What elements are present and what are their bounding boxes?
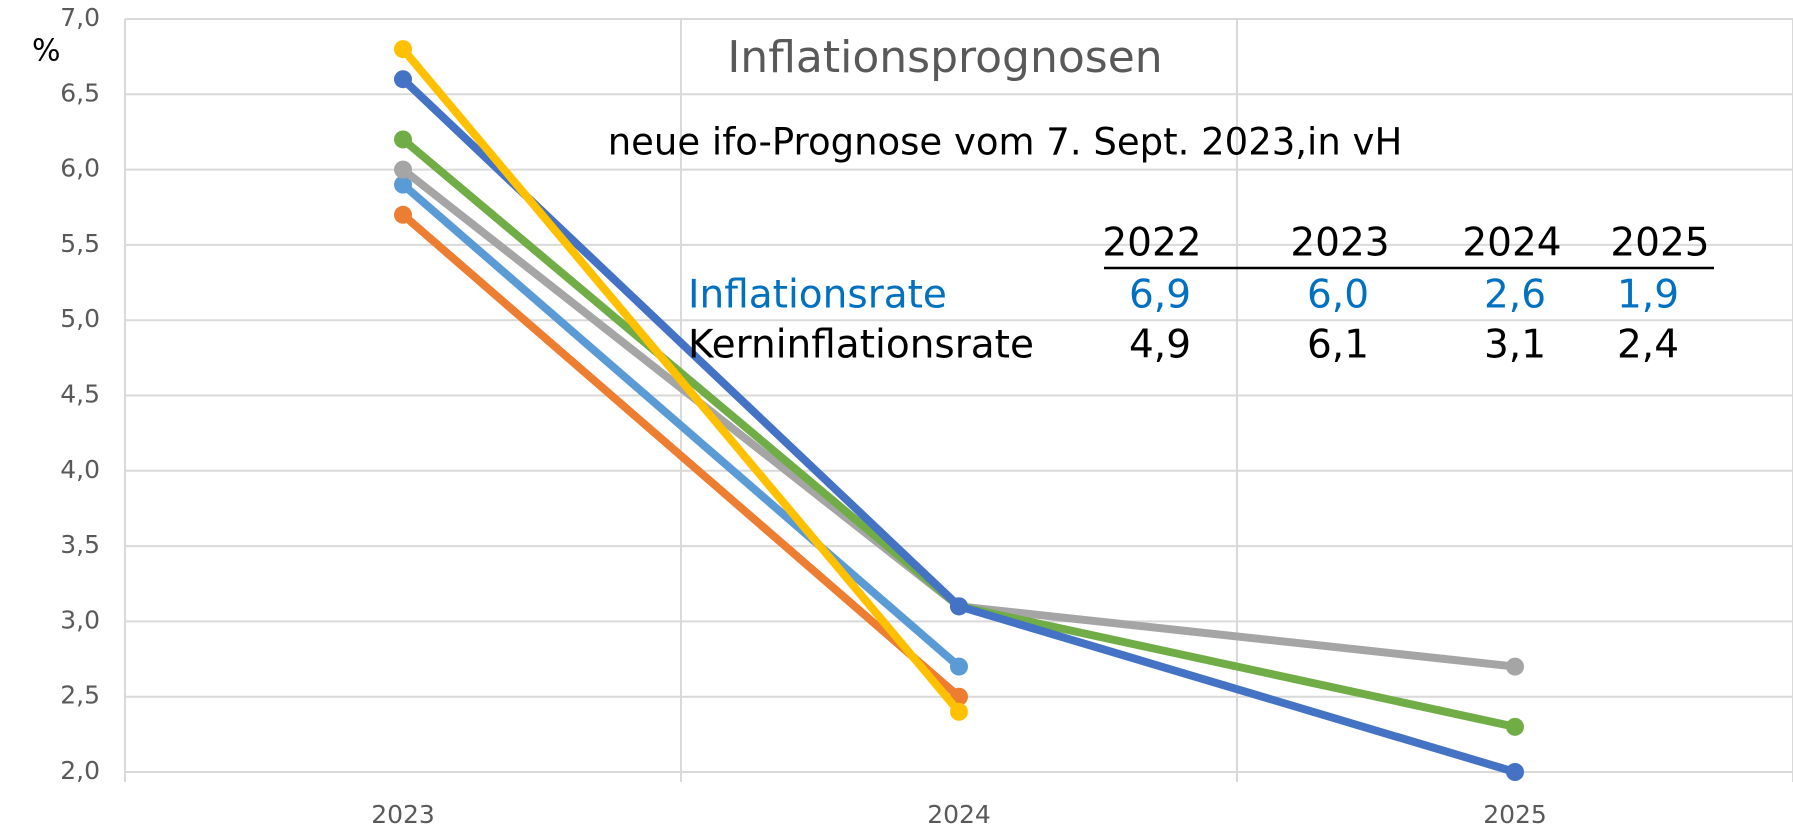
table-cell: 6,9 (1129, 273, 1191, 318)
table-cell: 6,1 (1307, 323, 1369, 368)
data-point (1506, 763, 1524, 781)
y-tick-label: 6,0 (60, 154, 100, 183)
chart-subtitle: neue ifo-Prognose vom 7. Sept. 2023,in v… (608, 121, 1403, 164)
row-label: Kerninflationsrate (688, 323, 1034, 368)
table-header: 2023 (1290, 221, 1389, 266)
x-tick-label: 2024 (927, 800, 991, 829)
y-tick-label: 6,5 (60, 78, 100, 107)
series-line (400, 181, 962, 670)
table-header: 2024 (1462, 221, 1561, 266)
data-point (394, 160, 412, 179)
table-cell: 2,4 (1617, 323, 1679, 368)
data-point (950, 657, 968, 676)
table-cell: 1,9 (1617, 273, 1679, 318)
y-tick-label: 7,0 (60, 3, 100, 32)
series-line (399, 46, 963, 715)
y-tick-label: 5,0 (60, 304, 100, 333)
data-point (1506, 657, 1524, 676)
data-point (1506, 717, 1524, 736)
data-point (950, 597, 968, 616)
table-cell: 4,9 (1129, 323, 1191, 368)
data-point (394, 70, 412, 89)
y-tick-label: 5,5 (60, 229, 100, 258)
plot (394, 40, 1524, 781)
data-point (394, 175, 412, 194)
table-cell: 2,6 (1484, 273, 1546, 318)
table-cell: 3,1 (1484, 323, 1546, 368)
forecast-table: 2022 2023 2024 2025 Inflationsrate 6,9 6,0 2,6 1… (688, 221, 1714, 368)
y-tick-label: 2,0 (60, 756, 100, 785)
y-tick-label: 4,0 (60, 455, 100, 484)
data-point (394, 130, 412, 149)
y-tick-label: 3,0 (60, 605, 100, 634)
data-point (394, 40, 412, 59)
table-header: 2025 (1610, 221, 1709, 266)
data-point (394, 205, 412, 224)
y-tick-label: 2,5 (60, 681, 100, 710)
y-tick-label: 3,5 (60, 530, 100, 559)
table-header: 2022 (1102, 221, 1201, 266)
row-label: Inflationsrate (688, 273, 947, 318)
series-line (400, 211, 962, 700)
y-tick-label: 4,5 (60, 380, 100, 409)
table-cell: 6,0 (1307, 273, 1369, 318)
y-axis-label: % (32, 34, 61, 69)
chart-title: Inflationsprognosen (727, 32, 1162, 83)
x-tick-label: 2025 (1483, 800, 1547, 829)
x-tick-label: 2023 (371, 800, 435, 829)
data-point (950, 702, 968, 721)
